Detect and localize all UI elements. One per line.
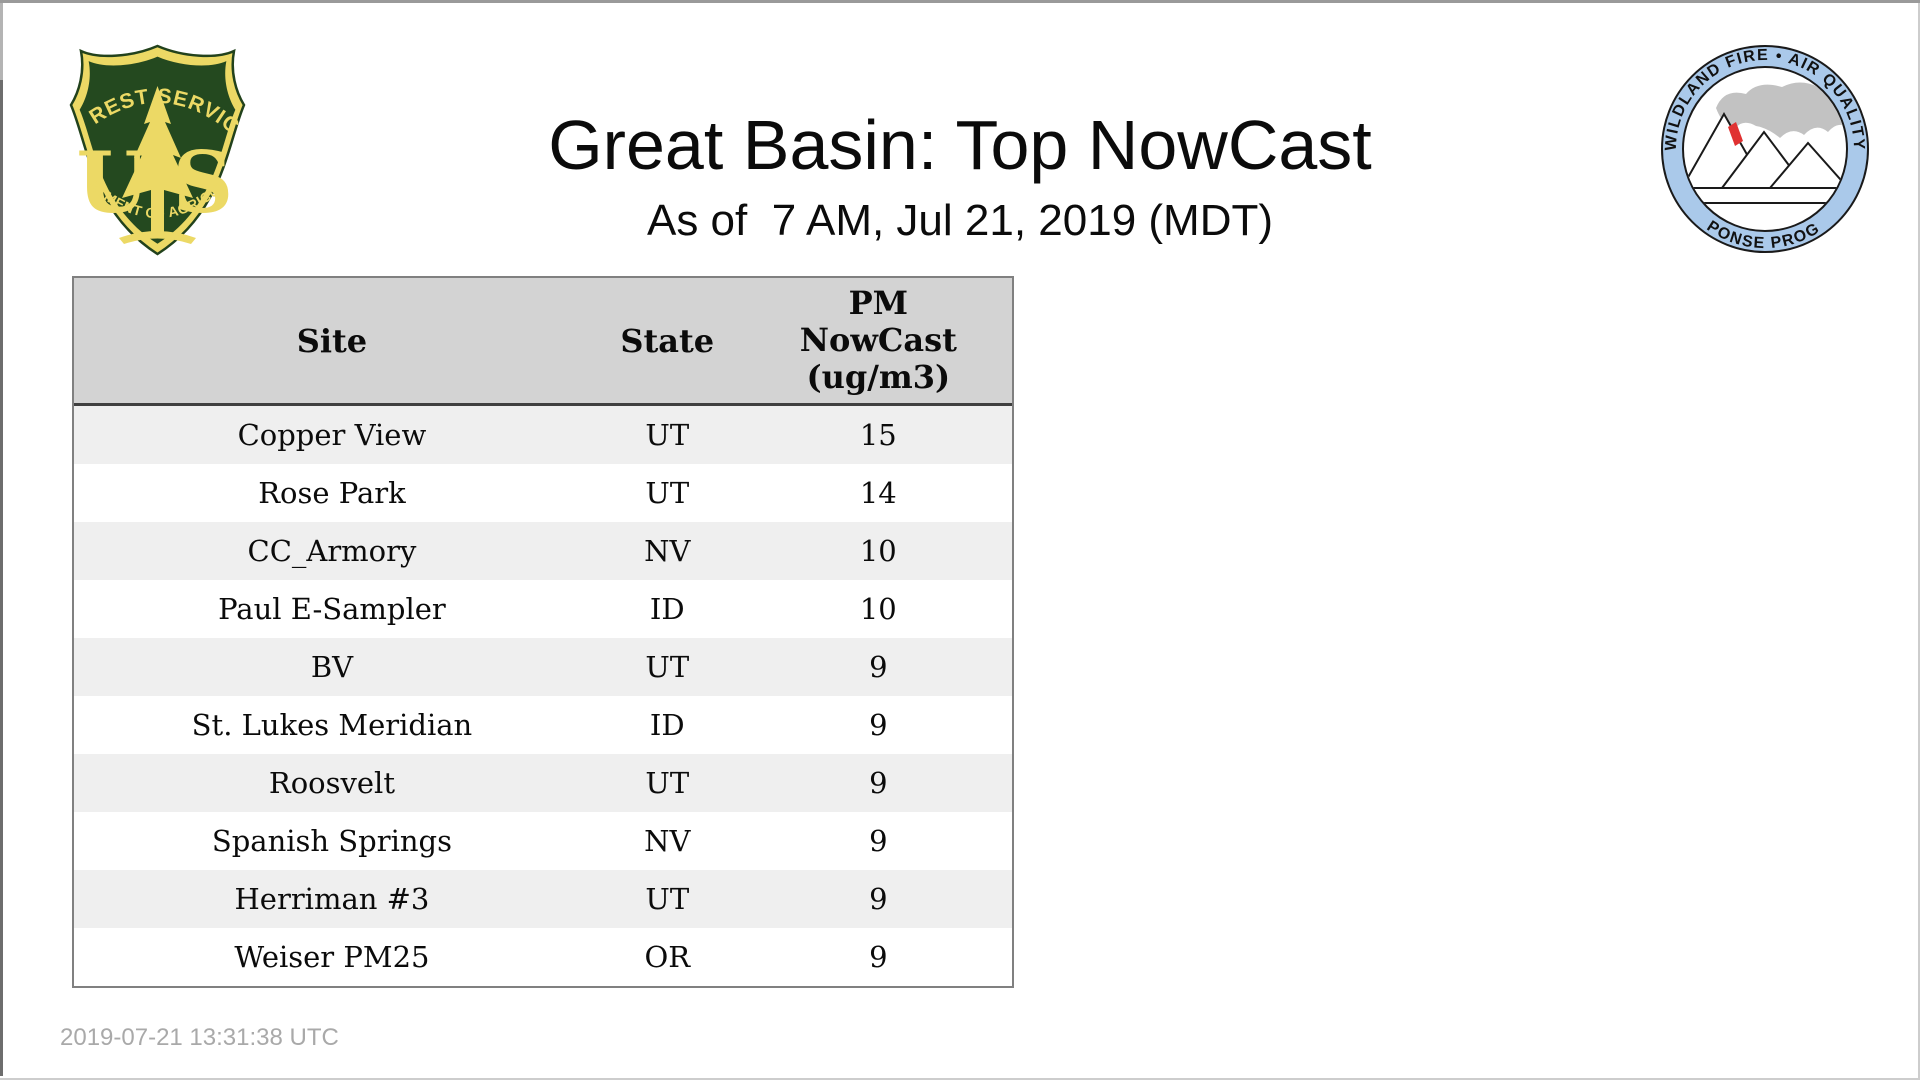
site-cell: Rose Park [258,476,406,510]
value-cell: 9 [869,882,888,916]
table-row: Herriman #3 UT 9 [74,870,1012,928]
table-row: Roosvelt UT 9 [74,754,1012,812]
site-cell: Weiser PM25 [234,940,430,974]
site-cell: Roosvelt [268,766,395,800]
state-cell: NV [644,824,691,858]
site-cell: Paul E-Sampler [218,592,446,626]
col-header-site: Site [296,321,368,360]
table-row: St. Lukes Meridian ID 9 [74,696,1012,754]
fire-stripe-icon [1728,122,1743,146]
table-row: BV UT 9 [74,638,1012,696]
table-row: Spanish Springs NV 9 [74,812,1012,870]
window-bottom-border [0,1078,1920,1080]
page-subtitle: As of 7 AM, Jul 21, 2019 (MDT) [646,196,1273,245]
table-row: CC_Armory NV 10 [74,522,1012,580]
site-cell: Copper View [237,418,427,452]
left-scrollbar-track[interactable] [0,3,3,80]
col-header-state: State [620,321,715,360]
state-cell: ID [649,592,685,626]
site-cell: St. Lukes Meridian [191,708,473,742]
value-cell: 10 [859,592,897,626]
state-cell: OR [644,940,691,974]
site-cell: BV [310,650,354,684]
col-header-pm-line1: PM [848,284,909,322]
site-cell: Herriman #3 [234,882,430,916]
state-cell: UT [645,766,690,800]
table-row: Copper View UT 15 [74,406,1012,464]
smoke-plume-icon [1716,82,1846,138]
pine-tree-base [119,231,196,244]
state-cell: NV [644,534,691,568]
nowcast-table: Site State PM NowCast (ug/m3) Copper Vie… [72,276,1014,988]
state-cell: UT [645,476,690,510]
page-title: Great Basin: Top NowCast [548,105,1372,184]
forest-service-logo: FOREST SERVICE U S DEPARTMENT OF AGRICUL… [55,40,246,256]
table-row: Paul E-Sampler ID 10 [74,580,1012,638]
state-cell: UT [645,650,690,684]
value-cell: 9 [869,708,888,742]
window-top-border [0,0,1920,3]
value-cell: 10 [859,534,897,568]
col-header-pm-line2: NowCast [799,321,957,359]
table-row: Weiser PM25 OR 9 [74,928,1012,986]
site-cell: CC_Armory [247,534,417,568]
value-cell: 9 [869,766,888,800]
col-header-pm-line3: (ug/m3) [806,358,951,396]
state-cell: ID [649,708,685,742]
table-header-row: Site State PM NowCast (ug/m3) [74,278,1012,406]
table-body: Copper View UT 15 Rose Park UT 14 CC_Arm… [74,406,1012,986]
left-scrollbar-thumb[interactable] [0,80,3,1076]
state-cell: UT [645,418,690,452]
value-cell: 15 [859,418,897,452]
state-cell: UT [645,882,690,916]
col-header-pm-nowcast: PM NowCast (ug/m3) [745,285,1012,396]
value-cell: 9 [869,650,888,684]
value-cell: 14 [859,476,897,510]
generated-timestamp: 2019-07-21 13:31:38 UTC [60,1024,339,1051]
value-cell: 9 [869,940,888,974]
window-right-border [1918,3,1920,1080]
table-row: Rose Park UT 14 [74,464,1012,522]
site-cell: Spanish Springs [211,824,453,858]
value-cell: 9 [869,824,888,858]
pine-tree-icon [122,86,193,232]
wildland-fire-air-quality-logo: WILDLAND FIRE • AIR QUALITY RESPONSE PRO… [1658,42,1869,253]
